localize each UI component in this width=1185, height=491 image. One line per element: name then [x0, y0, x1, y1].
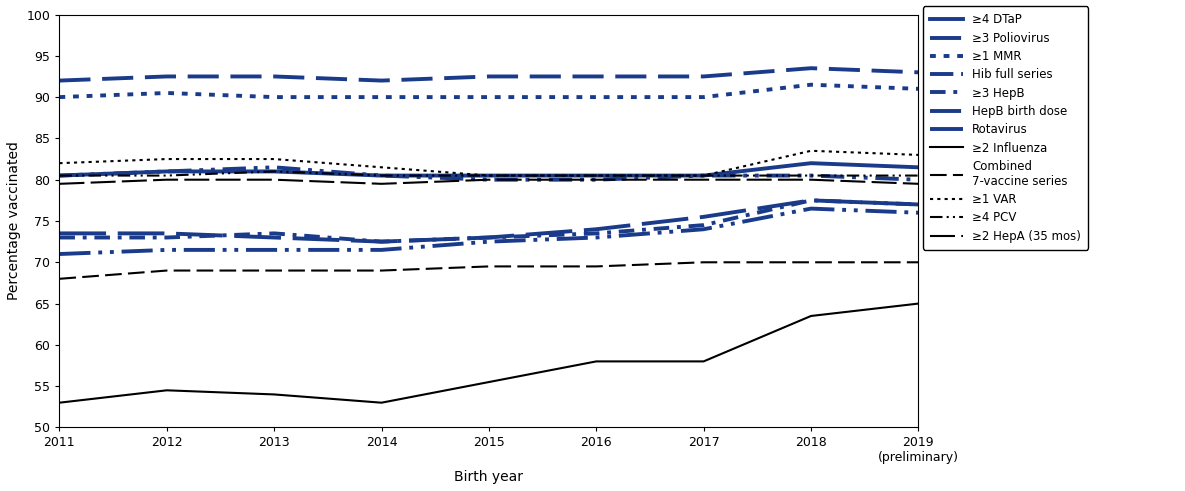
X-axis label: Birth year: Birth year	[454, 470, 524, 484]
Legend: ≥4 DTaP, ≥3 Poliovirus, ≥1 MMR, Hib full series, ≥3 HepB, HepB birth dose, Rotav: ≥4 DTaP, ≥3 Poliovirus, ≥1 MMR, Hib full…	[923, 6, 1088, 250]
Y-axis label: Percentage vaccinated: Percentage vaccinated	[7, 141, 21, 300]
